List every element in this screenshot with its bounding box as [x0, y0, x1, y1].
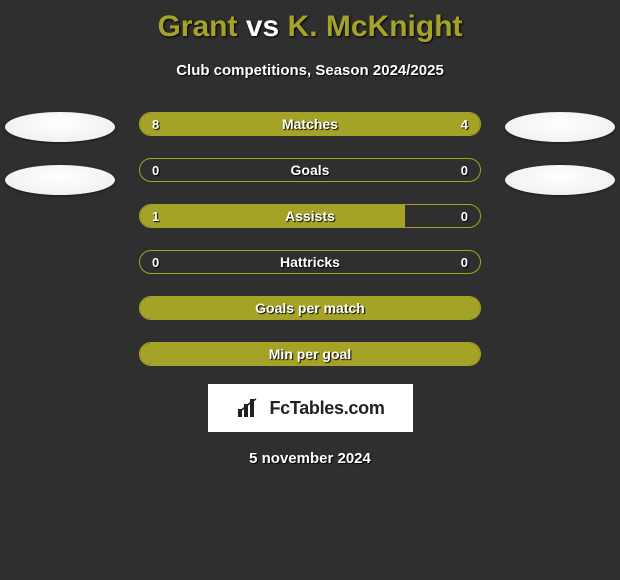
stat-label: Goals: [140, 162, 480, 178]
stat-row: Min per goal: [139, 342, 481, 366]
stat-row: Goals per match: [139, 296, 481, 320]
stat-value-right: 0: [461, 163, 468, 178]
player1-photo: [5, 165, 115, 195]
stat-label: Assists: [140, 208, 480, 224]
logo-bars-icon: [235, 397, 263, 419]
page-title: Grant vs K. McKnight: [157, 10, 462, 44]
title-vs: vs: [246, 10, 279, 43]
stat-value-left: 8: [152, 117, 159, 132]
player1-photo-column: [5, 112, 115, 195]
title-player1: Grant: [157, 10, 237, 43]
stat-value-left: 0: [152, 163, 159, 178]
stat-row: Hattricks0 0: [139, 250, 481, 274]
fctables-logo: FcTables.com: [208, 384, 413, 432]
stat-value-left: 0: [152, 255, 159, 270]
stat-value-right: 0: [461, 209, 468, 224]
stat-label: Matches: [140, 116, 480, 132]
logo-text: FcTables.com: [269, 398, 384, 419]
stat-value-right: 0: [461, 255, 468, 270]
player2-photo: [505, 112, 615, 142]
stat-label: Goals per match: [140, 300, 480, 316]
comparison-chart: Matches84Goals00Assists10Hattricks00Goal…: [0, 112, 620, 366]
date: 5 november 2024: [249, 450, 371, 467]
stat-value-left: 1: [152, 209, 159, 224]
stat-label: Min per goal: [140, 346, 480, 362]
stat-value-right: 4: [461, 117, 468, 132]
stat-label: Hattricks: [140, 254, 480, 270]
player2-photo-column: [505, 112, 615, 195]
stat-row: Goals0 0: [139, 158, 481, 182]
player2-photo: [505, 165, 615, 195]
stat-row: Assists1 0: [139, 204, 481, 228]
player1-photo: [5, 112, 115, 142]
title-player2: K. McKnight: [288, 10, 463, 43]
subtitle: Club competitions, Season 2024/2025: [176, 62, 444, 79]
stat-row: Matches8 4: [139, 112, 481, 136]
